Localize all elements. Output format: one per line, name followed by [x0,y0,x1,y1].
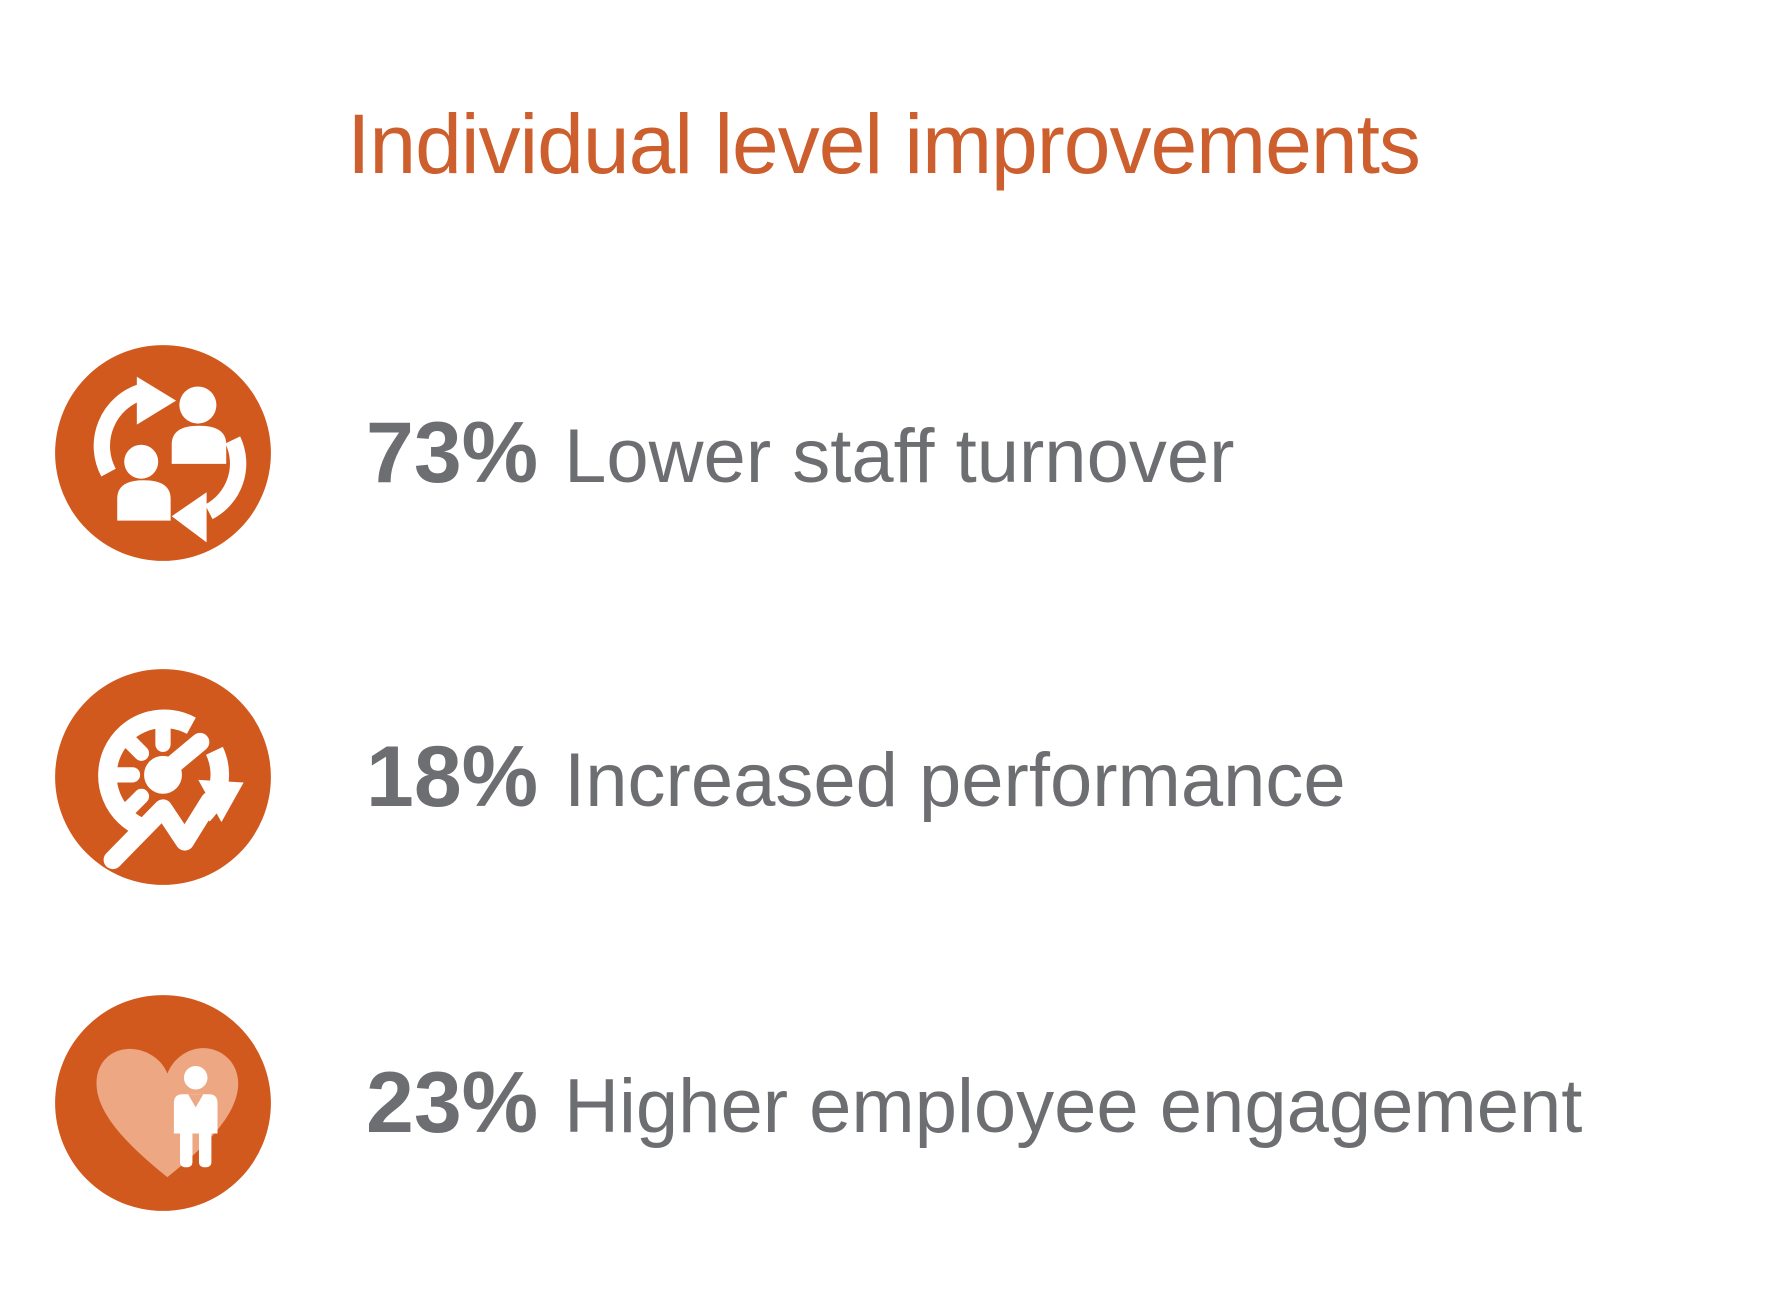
stat-value: 23% [366,1054,539,1151]
stat-label: Higher employee engagement [564,1063,1583,1149]
stat-text: 23% Higher employee engagement [366,1054,1582,1153]
stat-row-engagement: 23% Higher employee engagement [54,994,1582,1212]
stat-label: Lower staff turnover [564,413,1235,499]
stat-icon-badge [54,668,272,886]
page-title: Individual level improvements [347,97,1421,191]
stat-text: 18% Increased performance [366,728,1346,827]
stat-row-staff-turnover: 73% Lower staff turnover [54,344,1234,562]
stat-icon-badge [54,344,272,562]
stat-text: 73% Lower staff turnover [366,404,1234,503]
stat-value: 73% [366,404,539,501]
stat-row-performance: 18% Increased performance [54,668,1346,886]
stat-icon-badge [54,994,272,1212]
performance-gauge-icon [55,669,271,885]
stat-label: Increased performance [564,737,1346,823]
staff-turnover-cycle-icon [55,345,271,561]
stat-value: 18% [366,728,539,825]
employee-engagement-heart-icon [55,995,271,1211]
